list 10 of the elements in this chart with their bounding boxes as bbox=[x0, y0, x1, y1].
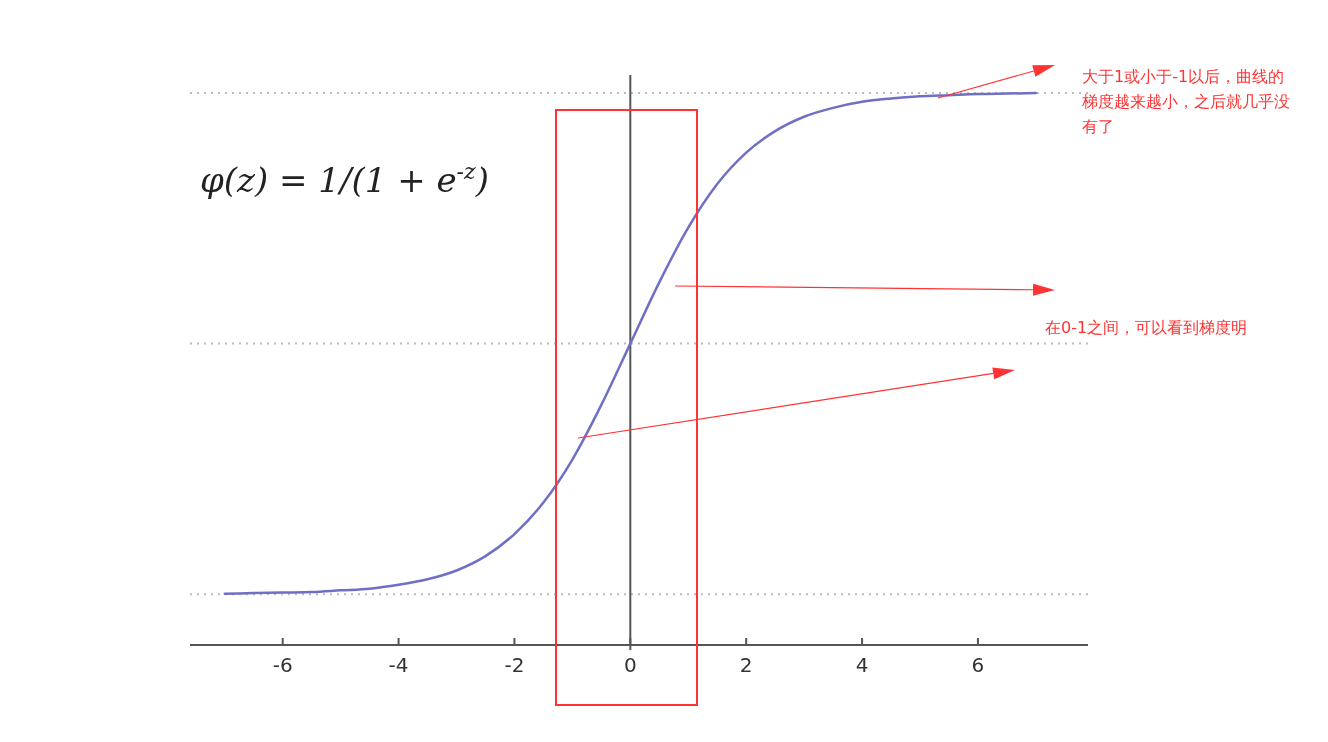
x-tick-label: -2 bbox=[504, 653, 525, 677]
x-tick-label: 0 bbox=[623, 653, 637, 677]
x-tick-label: -6 bbox=[272, 653, 293, 677]
annotation: 大于1或小于-1以后，曲线的梯度越来越小，之后就几乎没有了 bbox=[1081, 67, 1290, 136]
x-tick-label: 6 bbox=[971, 653, 985, 677]
x-tick-label: -4 bbox=[388, 653, 409, 677]
x-tick-label: 2 bbox=[739, 653, 753, 677]
x-tick-label: 4 bbox=[855, 653, 869, 677]
annotation: φ(z) = 1/(1 + e$^{-z}$) bbox=[200, 158, 489, 200]
annotation: 在0-1之间，可以看到梯度明 bbox=[1045, 318, 1248, 337]
